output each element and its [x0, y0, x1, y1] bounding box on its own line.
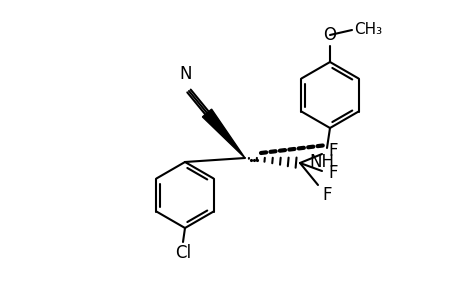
Polygon shape	[202, 109, 245, 158]
Text: F: F	[327, 142, 337, 160]
Text: NH: NH	[309, 153, 334, 171]
Text: N: N	[179, 65, 192, 83]
Text: O: O	[323, 26, 336, 44]
Text: F: F	[327, 164, 337, 182]
Text: CH₃: CH₃	[353, 22, 381, 37]
Text: Cl: Cl	[174, 244, 190, 262]
Text: F: F	[321, 186, 331, 204]
